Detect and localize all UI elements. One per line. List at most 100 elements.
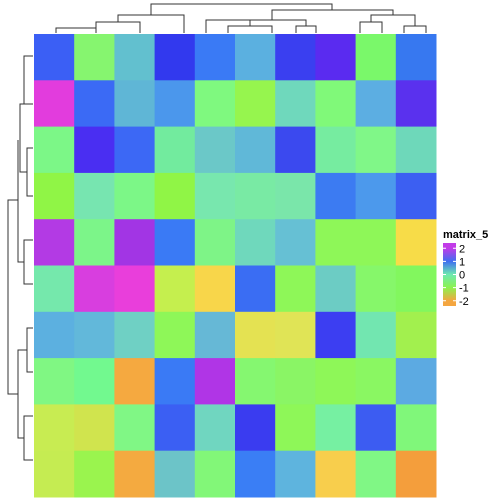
heatmap-cell-r4-c1 — [34, 172, 75, 220]
heatmap-cell-r1-c9 — [355, 34, 397, 81]
heatmap-cell-r5-c2 — [74, 219, 115, 266]
heatmap-cell-r3-c3 — [114, 126, 156, 174]
heatmap-cell-r6-c8 — [315, 265, 357, 313]
legend-tick-label: -2 — [459, 296, 469, 308]
heatmap-cell-r7-c2 — [74, 311, 115, 359]
heatmap-cell-r8-c9 — [355, 358, 397, 405]
heatmap-cell-r10-c10 — [395, 450, 437, 498]
heatmap-cell-r5-c7 — [275, 219, 316, 266]
heatmap-cell-r1-c3 — [114, 34, 156, 81]
heatmap-cell-r7-c9 — [355, 311, 397, 359]
heatmap-cell-r3-c5 — [194, 126, 236, 174]
heatmap-cell-r2-c1 — [34, 80, 75, 128]
heatmap-cell-r2-c3 — [114, 80, 156, 128]
heatmap-cell-r6-c9 — [355, 265, 397, 313]
heatmap-cell-r2-c6 — [235, 80, 276, 128]
heatmap-cell-r5-c1 — [34, 219, 75, 266]
column-dendrogram — [55, 3, 427, 33]
heatmap-cell-r1-c2 — [74, 34, 115, 81]
heatmap-cell-r2-c2 — [74, 80, 115, 128]
legend-title: matrix_5 — [443, 229, 488, 241]
heatmap-cell-r8-c4 — [154, 358, 196, 405]
legend-tick-label: 1 — [459, 256, 465, 268]
heatmap-cell-r5-c8 — [315, 219, 357, 266]
heatmap-cell-r3-c6 — [235, 126, 276, 174]
heatmap-cells — [34, 34, 437, 498]
heatmap-cell-r1-c7 — [275, 34, 316, 81]
heatmap-cell-r4-c6 — [235, 172, 276, 220]
heatmap-cell-r10-c7 — [275, 450, 316, 498]
heatmap-cell-r5-c3 — [114, 219, 156, 266]
heatmap-cell-r10-c4 — [154, 450, 196, 498]
heatmap-cell-r7-c7 — [275, 311, 316, 359]
heatmap-cell-r5-c10 — [395, 219, 437, 266]
heatmap-cell-r10-c5 — [194, 450, 236, 498]
row-dendrogram — [7, 55, 33, 461]
heatmap-cell-r9-c5 — [194, 404, 236, 452]
heatmap-cell-r5-c5 — [194, 219, 236, 266]
heatmap-cell-r7-c10 — [395, 311, 437, 359]
heatmap-cell-r10-c3 — [114, 450, 156, 498]
heatmap-cell-r6-c2 — [74, 265, 115, 313]
heatmap-cell-r2-c9 — [355, 80, 397, 128]
heatmap-cell-r4-c2 — [74, 172, 115, 220]
heatmap-cell-r3-c10 — [395, 126, 437, 174]
heatmap-cell-r10-c8 — [315, 450, 357, 498]
heatmap-cell-r1-c8 — [315, 34, 357, 81]
heatmap-cell-r1-c6 — [235, 34, 276, 81]
heatmap-cell-r6-c7 — [275, 265, 316, 313]
heatmap-cell-r9-c4 — [154, 404, 196, 452]
heatmap-cell-r6-c5 — [194, 265, 236, 313]
color-legend: matrix_5 21 0-1-2 — [443, 229, 488, 308]
legend-tick-label: -1 — [459, 283, 469, 295]
heatmap-cell-r8-c8 — [315, 358, 357, 405]
heatmap-cell-r9-c3 — [114, 404, 156, 452]
legend-color-bar — [443, 243, 456, 306]
heatmap-cell-r9-c6 — [235, 404, 276, 452]
heatmap-cell-r8-c5 — [194, 358, 236, 405]
heatmap-cell-r4-c4 — [154, 172, 196, 220]
heatmap-cell-r8-c3 — [114, 358, 156, 405]
heatmap-cell-r6-c6 — [235, 265, 276, 313]
heatmap-cell-r2-c4 — [154, 80, 196, 128]
heatmap-cell-r3-c2 — [74, 126, 115, 174]
heatmap-cell-r9-c1 — [34, 404, 75, 452]
heatmap-cell-r6-c10 — [395, 265, 437, 313]
heatmap-cell-r5-c4 — [154, 219, 196, 266]
heatmap-cell-r2-c10 — [395, 80, 437, 128]
heatmap-cell-r7-c6 — [235, 311, 276, 359]
heatmap-cell-r2-c5 — [194, 80, 236, 128]
heatmap-cell-r9-c7 — [275, 404, 316, 452]
legend-tick-label: 0 — [459, 270, 465, 282]
heatmap-cell-r3-c4 — [154, 126, 196, 174]
heatmap-cell-r4-c3 — [114, 172, 156, 220]
heatmap-cell-r8-c6 — [235, 358, 276, 405]
heatmap-cell-r4-c10 — [395, 172, 437, 220]
heatmap-cell-r10-c1 — [34, 450, 75, 498]
heatmap-cell-r3-c7 — [275, 126, 316, 174]
heatmap-cell-r9-c2 — [74, 404, 115, 452]
heatmap-cell-r5-c6 — [235, 219, 276, 266]
heatmap-cell-r5-c9 — [355, 219, 397, 266]
heatmap-cell-r1-c1 — [34, 34, 75, 81]
heatmap-cell-r9-c8 — [315, 404, 357, 452]
heatmap-cell-r8-c7 — [275, 358, 316, 405]
heatmap-cell-r1-c10 — [395, 34, 437, 81]
heatmap-cell-r1-c4 — [154, 34, 196, 81]
heatmap-cell-r8-c2 — [74, 358, 115, 405]
heatmap-cell-r1-c5 — [194, 34, 236, 81]
heatmap-cell-r10-c6 — [235, 450, 276, 498]
heatmap-cell-r7-c3 — [114, 311, 156, 359]
heatmap-cell-r10-c2 — [74, 450, 115, 498]
heatmap-cell-r6-c1 — [34, 265, 75, 313]
heatmap-cell-r6-c3 — [114, 265, 156, 313]
heatmap-cell-r10-c9 — [355, 450, 397, 498]
heatmap-cell-r3-c8 — [315, 126, 357, 174]
legend-ticks: 21 0-1-2 — [443, 243, 469, 308]
heatmap-cell-r7-c8 — [315, 311, 357, 359]
heatmap-cell-r4-c9 — [355, 172, 397, 220]
heatmap-cell-r4-c7 — [275, 172, 316, 220]
heatmap-cell-r6-c4 — [154, 265, 196, 313]
heatmap-cell-r7-c4 — [154, 311, 196, 359]
